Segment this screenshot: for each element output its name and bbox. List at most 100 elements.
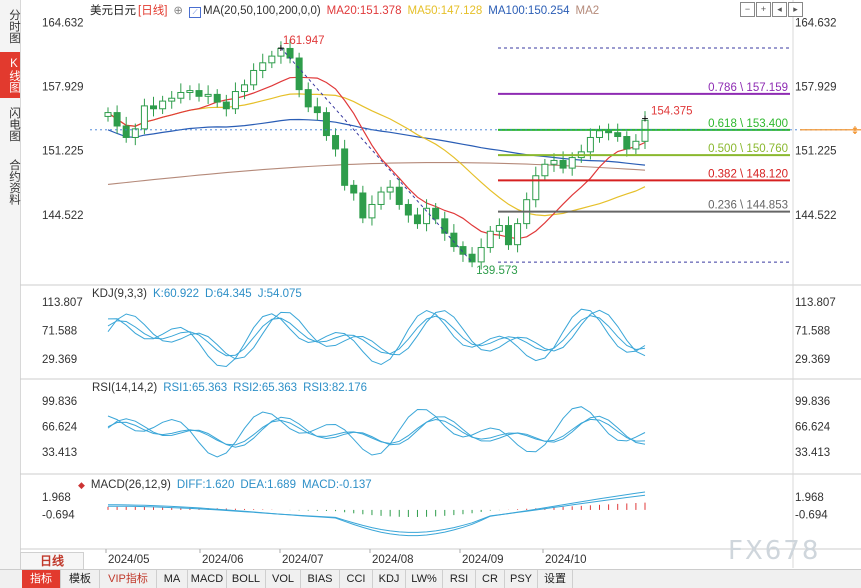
tab-indicators[interactable]: 指标 (22, 570, 61, 588)
macd-diff-line (108, 491, 646, 537)
period-button[interactable]: 日线 (20, 552, 84, 570)
kdj-d-value: D:64.345 (205, 288, 252, 300)
candle-body (514, 223, 522, 246)
candle-body (195, 90, 203, 97)
candle-body (222, 101, 230, 110)
ma200-line (107, 162, 646, 185)
tab-boll[interactable]: BOLL (227, 570, 266, 588)
candle-body (304, 89, 312, 108)
fib-level-label: 0.500 \ 150.760 (708, 143, 788, 155)
candle-body (623, 136, 631, 150)
candle-body (595, 130, 603, 138)
chart-area[interactable]: 164.632 164.632 157.929 157.929 151.225 151.2… (20, 0, 861, 568)
tab-vip-indicators[interactable]: VIP指标 (100, 570, 157, 588)
tab-kline-chart[interactable]: K线图 (0, 52, 20, 98)
candle-body (350, 184, 358, 194)
ma200-value: MA2 (575, 5, 600, 17)
chart-svg[interactable]: 164.632 164.632 157.929 157.929 151.225 151.2… (20, 0, 861, 568)
tab-cci[interactable]: CCI (340, 570, 373, 588)
ma100-value: MA100:150.254 (488, 5, 570, 17)
candle-body (332, 135, 340, 150)
candle-body (322, 112, 330, 137)
tab-contract-info[interactable]: 合约资料 (8, 159, 20, 205)
candle-body (423, 207, 431, 225)
tab-macd[interactable]: MACD (188, 570, 227, 588)
price-tick-label-left: 151.225 (42, 146, 84, 158)
tab-ma[interactable]: MA (157, 570, 188, 588)
candle-body (495, 225, 503, 232)
candle-body (341, 148, 349, 186)
candle-body (486, 230, 494, 249)
price-arrow-icon: ⇟ (850, 125, 859, 137)
candle-body (177, 91, 185, 99)
candle-body (122, 125, 130, 138)
indicator-toolbar: 指标 模板 VIP指标 MA MACD BOLL VOL BIAS CCI KD… (0, 569, 861, 588)
x-tick-label: 2024/10 (545, 554, 587, 566)
candle-body (395, 186, 403, 205)
candle-body (386, 186, 394, 193)
candle-body (104, 112, 112, 117)
kdj-label: KDJ(9,3,3) (92, 288, 147, 300)
price-tick-label-left: 144.522 (42, 210, 84, 222)
candle-body (504, 225, 512, 246)
tab-bias[interactable]: BIAS (301, 570, 340, 588)
tab-psy[interactable]: PSY (505, 570, 538, 588)
rsi1-value: RSI1:65.363 (163, 382, 228, 394)
macd-label: MACD(26,12,9) (90, 479, 171, 491)
tab-lw[interactable]: LW% (406, 570, 443, 588)
scroll-left-icon[interactable]: ◂ (772, 2, 787, 17)
macd-menu-icon[interactable]: ◆ (78, 480, 85, 490)
macd-tick-label: 1.968 (795, 492, 824, 504)
candle-body (614, 132, 622, 138)
kdj-j-line (107, 308, 646, 368)
rsi1-line (107, 415, 646, 448)
price-tick-label: 144.522 (795, 210, 837, 222)
settings-icon[interactable]: ⊕ (173, 5, 184, 17)
price-tick-label: 157.929 (795, 81, 837, 93)
tab-settings[interactable]: 设置 (538, 570, 573, 588)
rsi-tick-label: 66.624 (795, 421, 831, 433)
candle-body (550, 159, 558, 165)
x-tick-label: 2024/07 (282, 554, 324, 566)
kdj-k-value: K:60.922 (152, 288, 200, 300)
tab-templates[interactable]: 模板 (61, 570, 100, 588)
candle-body (368, 203, 376, 219)
kdj-d-line (107, 315, 646, 357)
tab-rsi[interactable]: RSI (443, 570, 476, 588)
tab-flash-chart[interactable]: 闪电图 (8, 106, 20, 142)
macd-dea-line (108, 494, 646, 533)
macd-tick-label: -0.694 (795, 509, 828, 521)
candle-body (140, 105, 148, 130)
fib-level-label: 0.618 \ 153.400 (708, 118, 788, 130)
period-label: [日线] (138, 5, 168, 17)
candle-body (250, 69, 258, 86)
ma20-line (107, 76, 646, 240)
candle-body (477, 247, 485, 263)
rsi-label: RSI(14,14,2) (92, 382, 158, 394)
candle-body (532, 175, 540, 201)
tab-kdj[interactable]: KDJ (373, 570, 406, 588)
candle-body (568, 157, 576, 169)
tab-cr[interactable]: CR (476, 570, 505, 588)
plus-icon[interactable]: + (756, 2, 771, 17)
price-tick-label-left: 164.632 (42, 17, 84, 29)
candle-body (605, 130, 613, 134)
tab-time-chart[interactable]: 分时图 (8, 8, 20, 44)
candle-body (459, 246, 467, 255)
minus-icon[interactable]: − (740, 2, 755, 17)
scroll-right-icon[interactable]: ▸ (788, 2, 803, 17)
rsi-tick-label-left: 33.413 (42, 447, 77, 459)
low-label: 139.573 (476, 265, 518, 277)
tab-vol[interactable]: VOL (266, 570, 301, 588)
candle-body (413, 214, 421, 225)
candle-body (377, 191, 385, 205)
candle-body (159, 100, 167, 110)
macd-tick-label-left: -0.694 (42, 509, 75, 521)
rsi2-value: RSI2:65.363 (233, 382, 298, 394)
ma-settings-icon[interactable]: ⟋ (189, 7, 202, 18)
kdj-tick-label-left: 113.807 (42, 297, 83, 309)
candle-body (113, 112, 121, 127)
kdj-tick-label: 113.807 (795, 297, 836, 309)
kdj-tick-label-left: 29.369 (42, 354, 77, 366)
rsi-tick-label: 33.413 (795, 447, 830, 459)
